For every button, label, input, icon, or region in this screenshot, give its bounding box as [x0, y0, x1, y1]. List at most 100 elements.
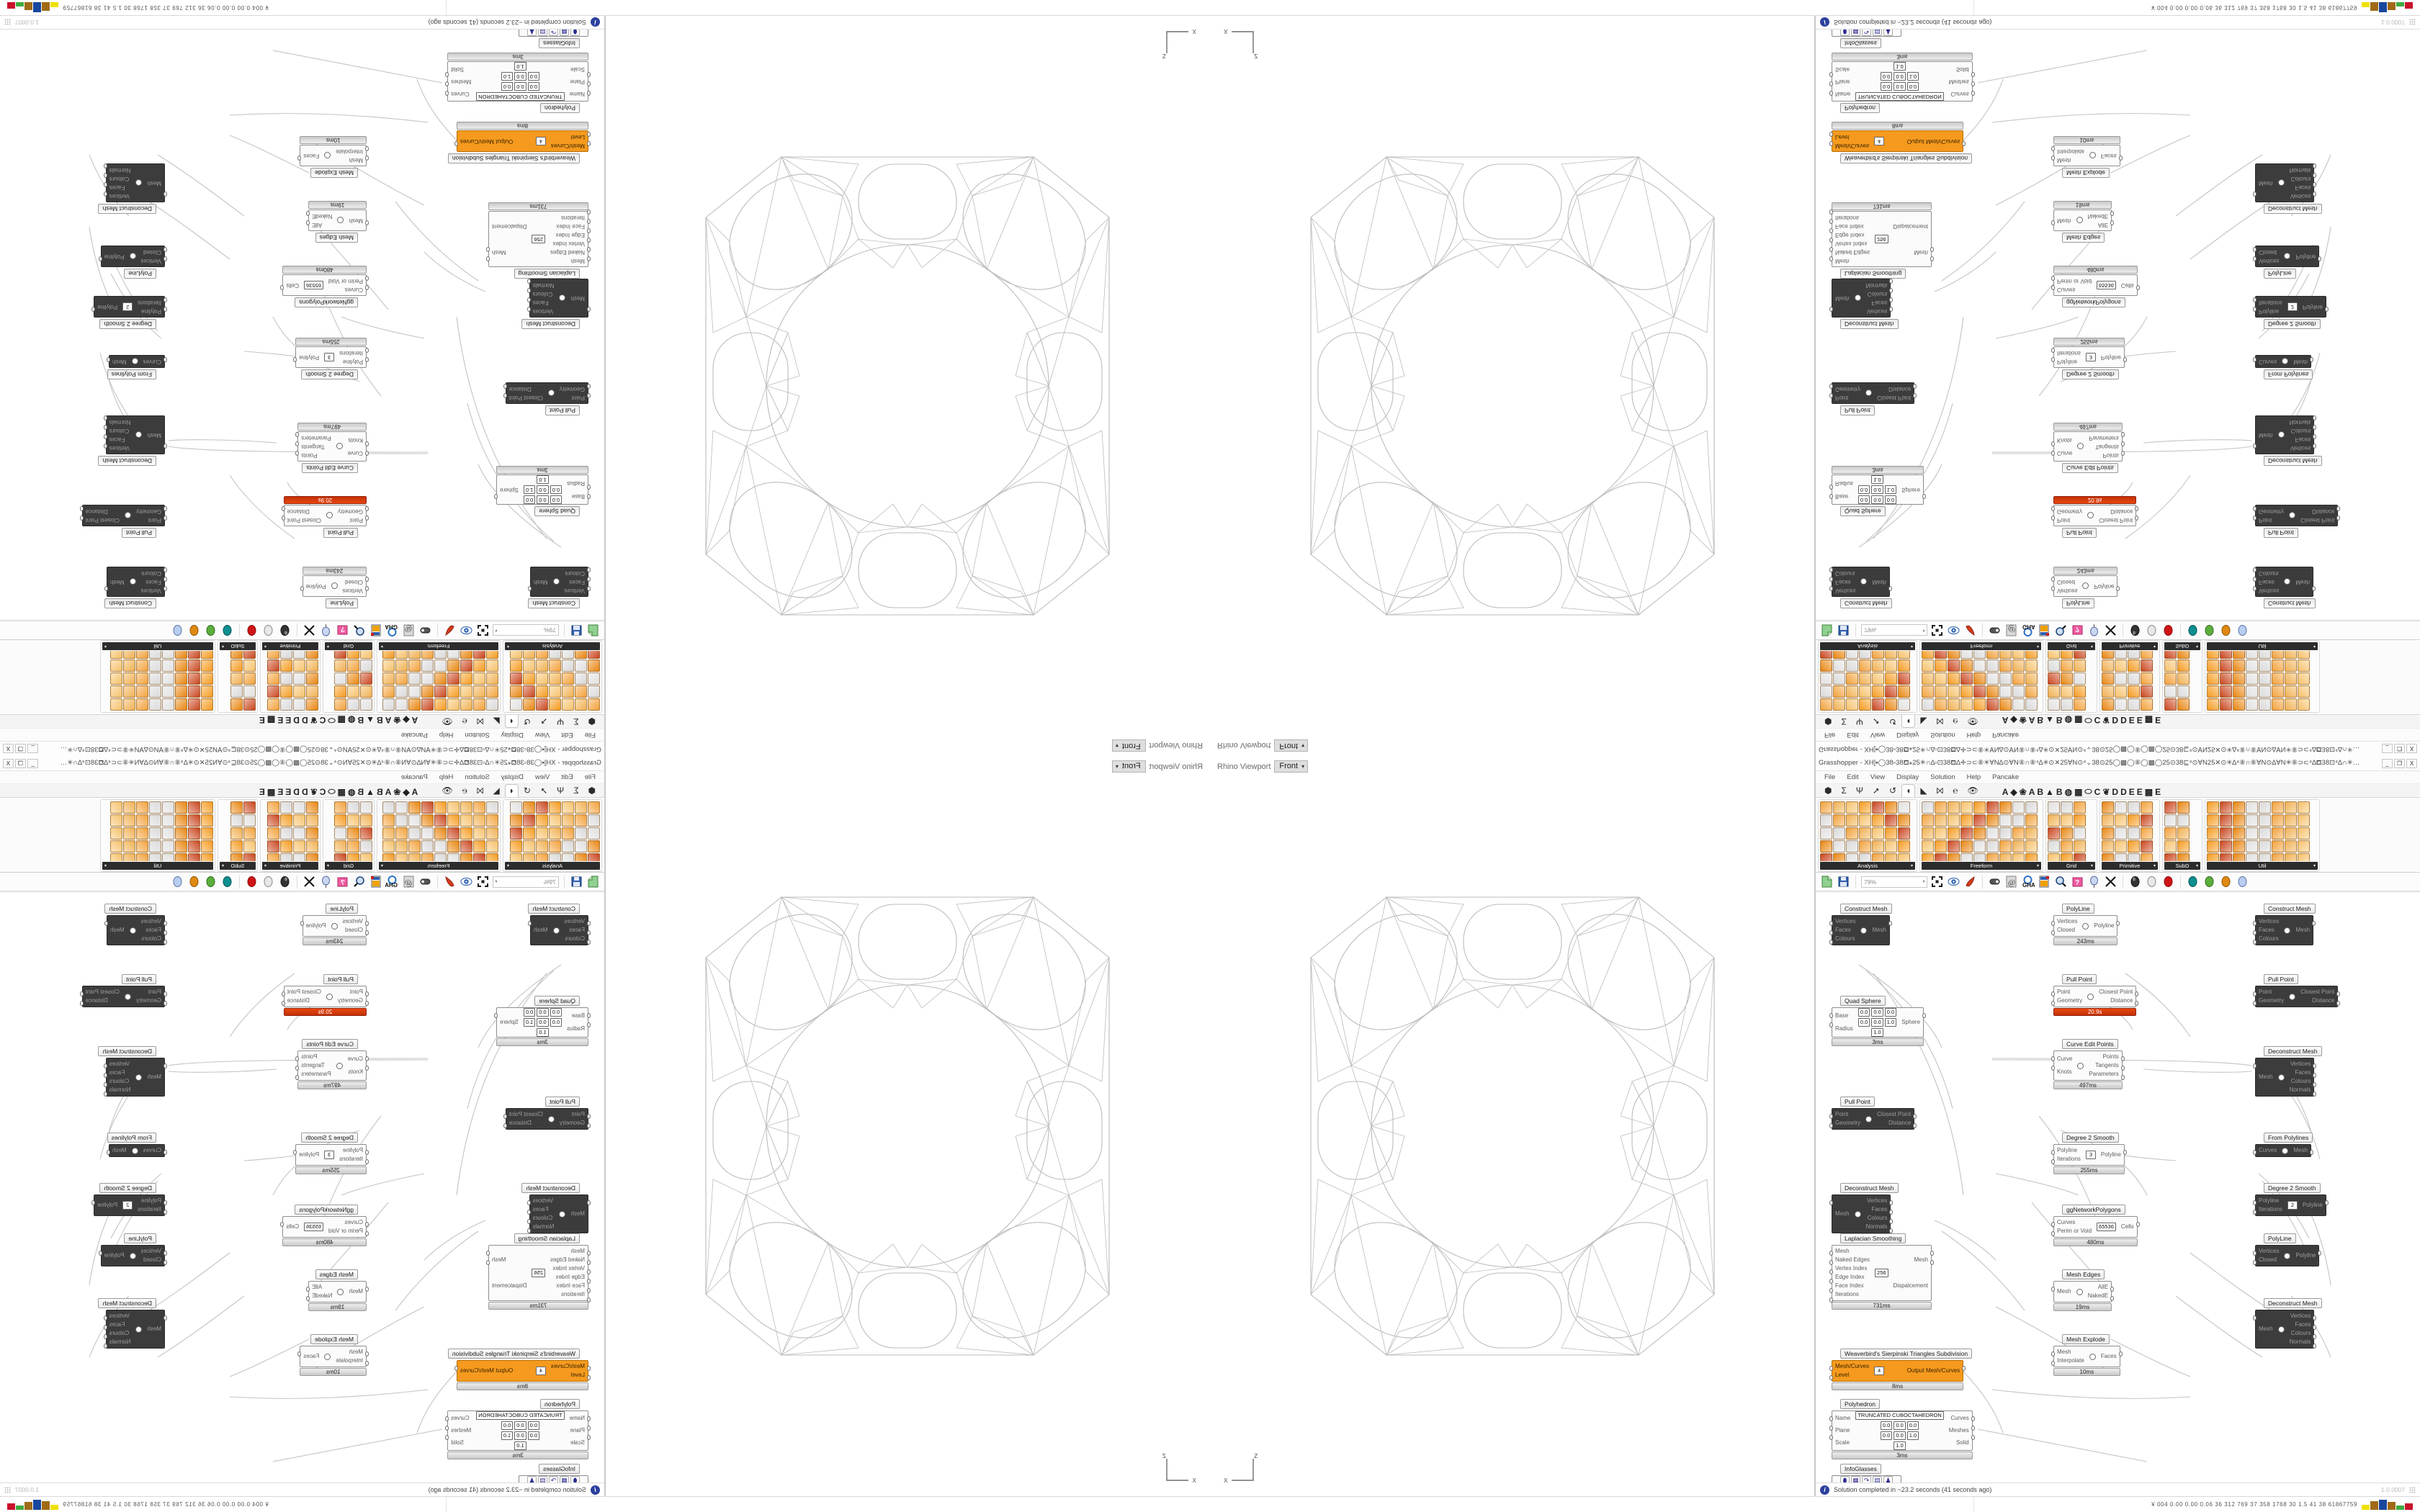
output-param[interactable]: Output Mesh/Curves [460, 1367, 514, 1374]
component-body[interactable]: Vertices Closed Polyline [300, 915, 369, 937]
component-icon[interactable] [2061, 853, 2073, 861]
input-param[interactable]: Curves [2259, 359, 2277, 365]
component-icon[interactable] [460, 801, 472, 814]
gh-component-laplacian-smoothing[interactable]: Laplacian Smoothing Mesh Naked Edges Vertex… [485, 202, 591, 281]
component-icon[interactable] [434, 698, 447, 711]
component-icon[interactable] [1898, 651, 1910, 659]
component-icon[interactable] [421, 814, 434, 827]
input-port[interactable] [1829, 238, 1833, 243]
component-icon[interactable] [2102, 672, 2114, 685]
component-knob[interactable] [2077, 1062, 2084, 1069]
component-icon[interactable] [2025, 853, 2038, 861]
input-param[interactable]: Vertex Index [1835, 1265, 1868, 1272]
component-icon[interactable] [562, 801, 574, 814]
component-knob[interactable] [559, 294, 566, 302]
component-icon[interactable] [230, 672, 243, 685]
output-param[interactable]: Colours [532, 1215, 553, 1221]
component-icon[interactable] [408, 672, 421, 685]
menu-item-file[interactable]: File [1824, 773, 1836, 781]
value-field[interactable]: 1.0 [1871, 1028, 1883, 1037]
output-port[interactable] [103, 1073, 107, 1078]
output-param[interactable]: Vertices [2290, 1061, 2311, 1067]
input-port[interactable] [2051, 586, 2055, 591]
component-body[interactable]: Point Geometry Closest Point Distance [1829, 1108, 1917, 1130]
material-teal-icon[interactable] [220, 624, 234, 637]
component-icon[interactable] [334, 840, 346, 852]
component-icon[interactable] [1948, 651, 1960, 659]
numeric-field[interactable]: 0.0 [527, 82, 540, 91]
component-icon[interactable] [2128, 672, 2140, 685]
component-icon[interactable] [2048, 827, 2060, 840]
component-icon[interactable] [2177, 672, 2190, 685]
input-param[interactable]: Mesh [1835, 1210, 1850, 1217]
component-icon[interactable] [588, 853, 600, 861]
output-port[interactable] [300, 921, 304, 926]
component-knob[interactable] [1854, 1210, 1861, 1218]
output-param[interactable]: Normals [109, 419, 131, 426]
output-param[interactable]: Polyline [2094, 922, 2115, 929]
component-icon[interactable] [1859, 698, 1871, 711]
input-port[interactable] [365, 1001, 369, 1006]
component-ribbon[interactable]: Analysis ▾ Freeform ▾ Grid ▾ Primitive ▾ SubD ▾ Ut… [0, 639, 604, 714]
input-param[interactable]: Mesh [349, 1349, 363, 1355]
input-port[interactable] [163, 567, 167, 572]
component-tab-extra-0[interactable]: A [2002, 787, 2009, 797]
component-icon[interactable] [1898, 853, 1910, 861]
component-icon[interactable] [1922, 698, 1934, 711]
gh-component-degree-2-smooth[interactable]: Degree 2 Smooth Polyline Iterations 2 Polyli… [91, 1181, 167, 1216]
component-knob[interactable] [2284, 253, 2291, 260]
output-param[interactable]: Output Mesh/Curves [460, 138, 514, 145]
input-param[interactable]: Faces [145, 579, 161, 585]
component-icon[interactable] [1885, 660, 1897, 672]
gh-component-quad-sphere[interactable]: Quad Sphere Base Radius 0.0 0.0 0.0 0.0 0.0 1.0 1… [1829, 466, 1927, 518]
component-tab-6[interactable]: ◣ [493, 716, 500, 726]
input-port[interactable] [587, 940, 591, 945]
component-icon[interactable] [382, 853, 395, 861]
numeric-field[interactable]: 0.0 [527, 72, 540, 81]
output-param[interactable]: Vertices [2290, 193, 2311, 199]
numeric-field[interactable]: 1.0 [501, 72, 514, 81]
gh-component-deconstruct-mesh[interactable]: Deconstruct Mesh Mesh Vertices Faces Colours… [2253, 1296, 2322, 1349]
component-icon[interactable] [447, 840, 460, 852]
component-icon[interactable] [1986, 651, 1999, 659]
input-port[interactable] [365, 991, 369, 996]
input-param[interactable]: Knots [348, 437, 363, 444]
output-param[interactable]: Faces [2295, 1069, 2311, 1076]
component-icon[interactable] [136, 660, 148, 672]
component-icon[interactable] [123, 672, 135, 685]
input-port[interactable] [163, 192, 167, 197]
component-icon[interactable] [2074, 685, 2086, 698]
component-icon[interactable] [395, 853, 408, 861]
component-icon[interactable] [123, 801, 135, 814]
component-icon[interactable] [421, 698, 434, 711]
input-param[interactable]: Faces [2259, 579, 2275, 585]
component-icon[interactable] [2177, 685, 2190, 698]
component-widget[interactable] [1858, 567, 1869, 596]
component-knob[interactable] [337, 1288, 344, 1295]
ribbon-icon-grid[interactable] [2164, 651, 2200, 711]
input-param[interactable]: Geometry [337, 508, 363, 515]
component-body[interactable]: Polyline Iterations 2 Polyline [91, 296, 167, 318]
component-icon[interactable] [175, 840, 187, 852]
input-param[interactable]: Vertices [2259, 588, 2280, 594]
component-knob[interactable] [336, 1062, 343, 1069]
component-tab-7[interactable]: ⨝ [476, 716, 484, 726]
component-body[interactable]: Base Radius 0.0 0.0 0.0 0.0 0.0 1.0 1.0 Sphere [493, 474, 591, 505]
maximize-button[interactable]: ❐ [2394, 758, 2405, 768]
balloon-icon[interactable] [319, 624, 333, 637]
component-tab-2[interactable]: Ψ [557, 786, 565, 796]
component-icon[interactable] [549, 853, 561, 861]
output-port[interactable] [2312, 586, 2316, 591]
render-icon[interactable] [443, 875, 457, 888]
component-icon[interactable] [2102, 651, 2114, 659]
component-knob[interactable] [2076, 217, 2083, 224]
component-icon[interactable] [562, 814, 574, 827]
component-body[interactable]: Mesh/Curves Level 4 Output Mesh/Curves [1829, 1360, 1966, 1382]
component-tab-extra-17[interactable]: E [2155, 715, 2161, 725]
input-param[interactable]: Vertex Index [552, 1265, 585, 1272]
component-icon[interactable] [562, 685, 574, 698]
input-port[interactable] [587, 247, 591, 252]
input-port[interactable] [2253, 247, 2257, 252]
output-param[interactable]: Solid [1955, 66, 1969, 73]
component-body[interactable]: Name Plane Scale TRUNCATED CUBOCTAHEDRON 0.0… [1829, 61, 1975, 102]
